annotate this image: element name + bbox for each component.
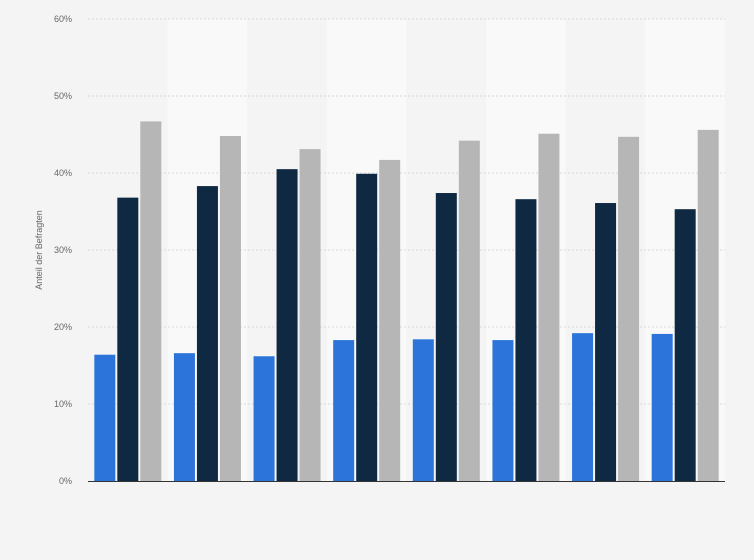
bar[interactable] <box>572 333 594 481</box>
bar[interactable] <box>674 209 696 481</box>
bar[interactable] <box>492 340 514 481</box>
y-tick-label: 60% <box>54 14 72 24</box>
bar[interactable] <box>356 173 378 481</box>
bar[interactable] <box>117 197 139 481</box>
bar[interactable] <box>515 199 537 481</box>
bar[interactable] <box>412 339 434 481</box>
bar[interactable] <box>697 129 719 481</box>
bar[interactable] <box>379 159 401 481</box>
bar[interactable] <box>94 354 116 481</box>
bar[interactable] <box>333 340 355 481</box>
bar[interactable] <box>276 169 298 481</box>
y-tick-label: 10% <box>54 399 72 409</box>
bar[interactable] <box>538 133 560 482</box>
y-tick-label: 50% <box>54 91 72 101</box>
bar[interactable] <box>299 149 321 481</box>
bar[interactable] <box>219 136 241 482</box>
bar[interactable] <box>595 203 617 481</box>
bar[interactable] <box>458 140 480 481</box>
y-tick-label: 30% <box>54 245 72 255</box>
bar[interactable] <box>651 333 673 481</box>
y-tick-label: 40% <box>54 168 72 178</box>
bars <box>94 121 719 482</box>
y-axis-label: Anteil der Befragten <box>34 210 44 290</box>
y-tick-label: 0% <box>59 476 72 486</box>
bar[interactable] <box>618 136 640 481</box>
bar[interactable] <box>173 353 195 481</box>
bar[interactable] <box>253 356 275 481</box>
y-tick-labels: 0% 10% 20% 30% 40% 50% 60% <box>54 14 72 486</box>
bar[interactable] <box>435 193 457 481</box>
bar[interactable] <box>140 121 162 481</box>
y-tick-label: 20% <box>54 322 72 332</box>
bar[interactable] <box>196 186 218 481</box>
